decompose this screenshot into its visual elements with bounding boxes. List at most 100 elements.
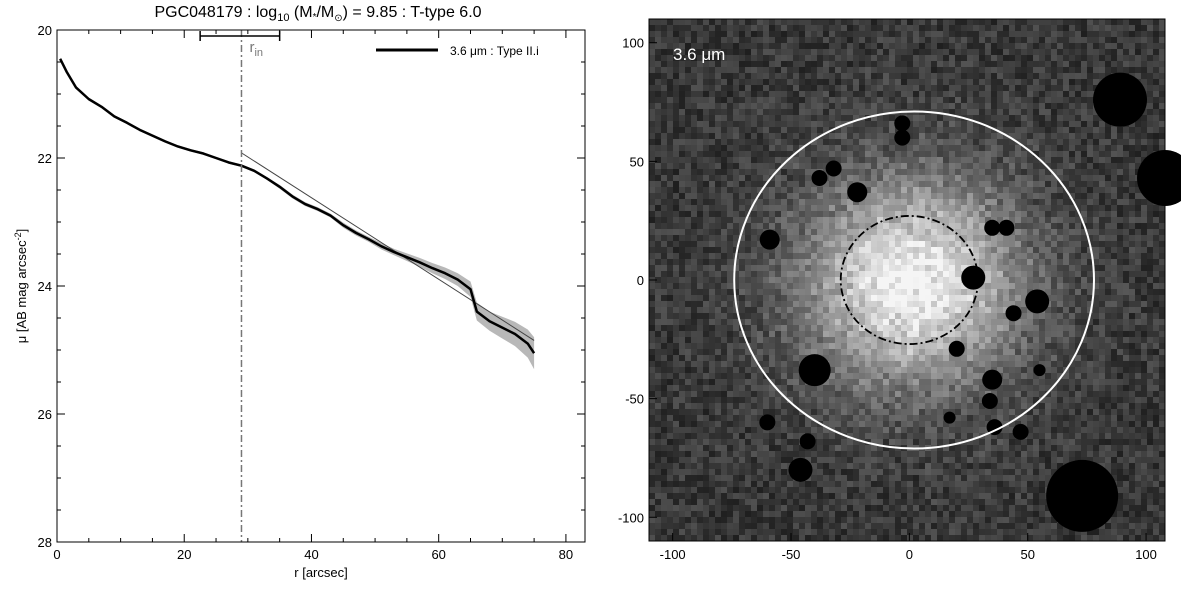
image-pixel bbox=[1093, 169, 1099, 175]
image-pixel bbox=[667, 319, 673, 325]
image-pixel bbox=[829, 211, 835, 217]
image-pixel bbox=[1081, 355, 1087, 361]
image-pixel bbox=[841, 103, 847, 109]
image-pixel bbox=[733, 85, 739, 91]
image-pixel bbox=[811, 31, 817, 37]
image-pixel bbox=[727, 163, 733, 169]
image-pixel bbox=[1117, 169, 1123, 175]
image-pixel bbox=[781, 37, 787, 43]
image-pixel bbox=[1027, 19, 1033, 25]
image-pixel bbox=[1153, 349, 1159, 355]
image-pixel bbox=[853, 43, 859, 49]
image-pixel bbox=[1093, 43, 1099, 49]
image-pixel bbox=[877, 187, 883, 193]
image-pixel bbox=[979, 319, 985, 325]
image-pixel bbox=[811, 169, 817, 175]
image-pixel bbox=[967, 211, 973, 217]
image-pixel bbox=[955, 31, 961, 37]
image-pixel bbox=[763, 67, 769, 73]
image-pixel bbox=[661, 277, 667, 283]
image-pixel bbox=[859, 337, 865, 343]
image-pixel bbox=[931, 139, 937, 145]
image-pixel bbox=[823, 67, 829, 73]
image-pixel bbox=[1003, 199, 1009, 205]
image-pixel bbox=[1105, 211, 1111, 217]
image-pixel bbox=[691, 319, 697, 325]
image-pixel bbox=[715, 145, 721, 151]
image-pixel bbox=[1021, 43, 1027, 49]
image-pixel bbox=[865, 97, 871, 103]
image-pixel bbox=[955, 103, 961, 109]
image-pixel bbox=[925, 235, 931, 241]
image-pixel bbox=[823, 91, 829, 97]
image-pixel bbox=[967, 157, 973, 163]
image-pixel bbox=[1003, 73, 1009, 79]
image-pixel bbox=[919, 49, 925, 55]
image-pixel bbox=[1009, 115, 1015, 121]
image-pixel bbox=[679, 199, 685, 205]
image-pixel bbox=[883, 91, 889, 97]
image-pixel bbox=[1069, 115, 1075, 121]
image-pixel bbox=[1087, 175, 1093, 181]
image-pixel bbox=[751, 319, 757, 325]
image-pixel bbox=[769, 223, 775, 229]
image-pixel bbox=[817, 319, 823, 325]
image-pixel bbox=[1159, 277, 1165, 283]
image-pixel bbox=[1123, 187, 1129, 193]
image-pixel bbox=[1123, 25, 1129, 31]
image-pixel bbox=[673, 97, 679, 103]
image-pixel bbox=[817, 85, 823, 91]
image-pixel bbox=[727, 85, 733, 91]
image-pixel bbox=[1003, 145, 1009, 151]
image-pixel bbox=[763, 289, 769, 295]
image-pixel bbox=[673, 181, 679, 187]
image-pixel bbox=[895, 313, 901, 319]
image-pixel bbox=[793, 37, 799, 43]
image-pixel bbox=[1033, 61, 1039, 67]
image-pixel bbox=[1039, 217, 1045, 223]
image-pixel bbox=[913, 193, 919, 199]
image-pixel bbox=[781, 349, 787, 355]
image-pixel bbox=[877, 181, 883, 187]
image-pixel bbox=[985, 331, 991, 337]
image-pixel bbox=[661, 67, 667, 73]
image-pixel bbox=[1003, 193, 1009, 199]
image-pixel bbox=[949, 19, 955, 25]
image-pixel bbox=[679, 193, 685, 199]
image-pixel bbox=[787, 211, 793, 217]
image-pixel bbox=[967, 343, 973, 349]
image-pixel bbox=[673, 277, 679, 283]
image-pixel bbox=[1075, 73, 1081, 79]
image-pixel bbox=[883, 211, 889, 217]
image-pixel bbox=[817, 163, 823, 169]
image-pixel bbox=[1075, 355, 1081, 361]
image-pixel bbox=[787, 79, 793, 85]
image-pixel bbox=[1045, 121, 1051, 127]
image-pixel bbox=[979, 43, 985, 49]
image-pixel bbox=[907, 223, 913, 229]
image-pixel bbox=[679, 163, 685, 169]
image-pixel bbox=[907, 157, 913, 163]
image-pixel bbox=[793, 235, 799, 241]
image-pixel bbox=[1075, 91, 1081, 97]
image-pixel bbox=[877, 217, 883, 223]
image-pixel bbox=[769, 283, 775, 289]
image-pixel bbox=[871, 283, 877, 289]
image-pixel bbox=[661, 43, 667, 49]
image-pixel bbox=[931, 67, 937, 73]
image-pixel bbox=[937, 139, 943, 145]
image-pixel bbox=[1033, 19, 1039, 25]
image-pixel bbox=[913, 169, 919, 175]
image-pixel bbox=[1153, 265, 1159, 271]
image-pixel bbox=[889, 247, 895, 253]
image-pixel bbox=[877, 259, 883, 265]
image-pixel bbox=[877, 337, 883, 343]
image-pixel bbox=[745, 151, 751, 157]
image-pixel bbox=[1099, 67, 1105, 73]
image-pixel bbox=[1081, 19, 1087, 25]
image-pixel bbox=[835, 31, 841, 37]
image-pixel bbox=[751, 283, 757, 289]
image-pixel bbox=[829, 115, 835, 121]
image-pixel bbox=[805, 181, 811, 187]
image-pixel bbox=[1033, 253, 1039, 259]
